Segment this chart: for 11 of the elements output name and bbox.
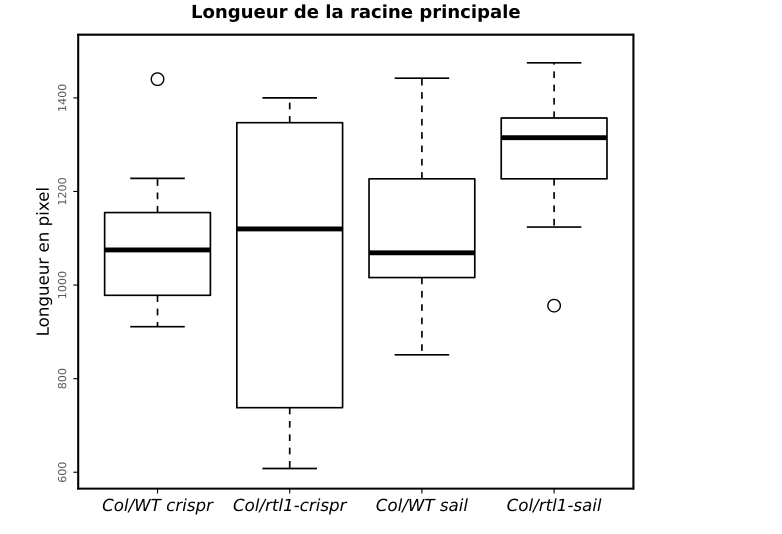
- y-tick-label: 800: [58, 368, 66, 388]
- y-tick-label: 1200: [58, 178, 66, 204]
- x-tick-label: Col/rtl1-sail: [507, 498, 602, 513]
- x-tick-label: Col/WT sail: [376, 498, 468, 513]
- y-tick-label: 600: [58, 462, 66, 482]
- y-tick-label: 1000: [58, 272, 66, 298]
- chart-title: Longueur de la racine principale: [192, 4, 520, 22]
- x-tick-label: Col/rtl1-crispr: [234, 498, 348, 514]
- y-axis-title: Longueur en pixel: [36, 188, 52, 335]
- y-tick-label: 1400: [58, 84, 66, 111]
- x-tick-label: Col/WT crispr: [102, 498, 214, 514]
